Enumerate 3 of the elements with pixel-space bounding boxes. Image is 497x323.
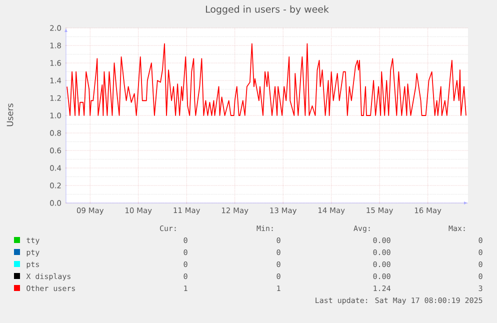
y-axis-title: Users — [6, 104, 14, 126]
line-series — [66, 43, 466, 116]
chart-title: Logged in users - by week — [206, 5, 329, 15]
